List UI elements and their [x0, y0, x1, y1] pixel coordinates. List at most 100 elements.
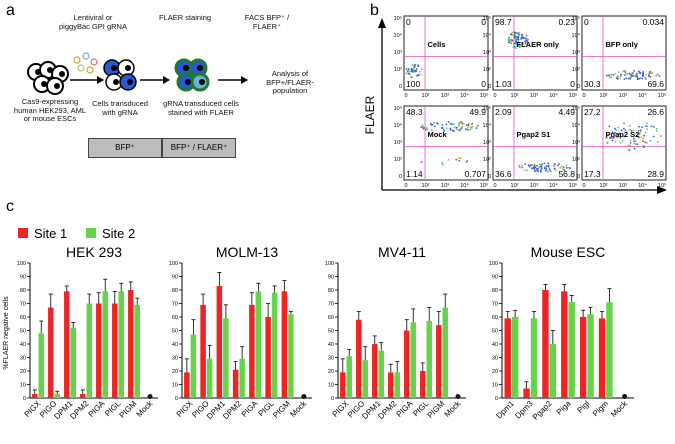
y-tick-label: 40 — [492, 342, 498, 348]
event-dot — [459, 157, 462, 160]
y-tick-label: 0 — [577, 174, 580, 180]
event-dot — [465, 161, 468, 164]
bar-site2 — [206, 358, 213, 398]
bar-site2 — [549, 344, 557, 398]
workflow-diagram — [27, 52, 248, 95]
bar-site2 — [410, 322, 416, 398]
x-tick-label: 0 — [582, 93, 585, 99]
event-dot — [641, 126, 643, 129]
event-dot — [536, 165, 538, 167]
y-tick-label: 0 — [399, 174, 402, 180]
event-dot — [521, 164, 523, 166]
bar-site1 — [281, 291, 288, 398]
event-dot — [649, 76, 652, 78]
event-dot — [624, 72, 627, 74]
event-dot — [453, 130, 455, 133]
event-dot — [629, 76, 632, 79]
quadrant-top-left: 27.2 — [584, 107, 601, 117]
event-dot — [553, 167, 556, 170]
event-dot — [510, 42, 513, 45]
y-tick-label: 80 — [492, 288, 498, 294]
y-tick-label: 10³ — [572, 140, 580, 146]
bar-site2 — [362, 360, 368, 398]
event-dot — [524, 42, 527, 45]
event-dot — [561, 166, 564, 168]
y-tick-label: 80 — [328, 288, 334, 294]
event-dot — [633, 140, 636, 143]
y-tick-label: 0 — [175, 396, 178, 402]
event-dot — [476, 125, 479, 127]
y-tick-label: 40 — [172, 342, 178, 348]
bar-site2 — [54, 393, 60, 398]
bar-site1 — [64, 291, 70, 398]
event-dot — [615, 129, 618, 132]
bar-site1 — [436, 325, 442, 398]
workflow-arrow-1 — [70, 76, 104, 84]
event-dot — [442, 128, 445, 131]
category-label: PIGM — [426, 399, 447, 420]
event-dot — [523, 169, 526, 171]
y-tick-label: 10 — [492, 383, 498, 389]
y-tick-label: 70 — [172, 302, 178, 308]
workflow-arrow-3 — [218, 76, 248, 84]
bar-site1 — [504, 318, 511, 398]
event-dot — [420, 68, 423, 71]
event-dot — [458, 123, 461, 126]
event-dot — [449, 127, 452, 130]
bar-site1 — [80, 393, 86, 398]
event-dot — [441, 126, 444, 129]
y-tick-label: 10⁴ — [394, 32, 403, 39]
event-dot — [447, 121, 450, 123]
event-dot — [655, 75, 657, 77]
flaer-stained-cells-icon — [174, 58, 210, 92]
panel-label-b: b — [370, 2, 379, 19]
event-dot — [520, 37, 523, 39]
event-dot — [527, 38, 530, 41]
event-dot — [608, 74, 610, 77]
bar-site1 — [561, 291, 568, 398]
y-tick-label: 20 — [20, 369, 26, 375]
x-tick-label: 0 — [493, 183, 496, 189]
event-dot — [547, 165, 550, 168]
y-tick-label: 40 — [328, 342, 334, 348]
event-dot — [445, 127, 448, 130]
event-dot — [415, 68, 418, 70]
mock-bar — [301, 394, 307, 399]
event-dot — [510, 38, 513, 41]
bar-site2 — [190, 334, 197, 398]
event-dot — [644, 131, 647, 134]
event-dot — [441, 124, 444, 126]
event-dot — [565, 167, 568, 169]
event-dot — [536, 169, 538, 172]
event-dot — [475, 127, 478, 129]
event-dot — [522, 37, 524, 39]
event-dot — [625, 77, 628, 80]
event-dot — [510, 40, 512, 42]
flow-plot-title: FLAER only — [517, 40, 560, 49]
event-dot — [429, 122, 432, 125]
event-dot — [620, 75, 622, 77]
flow-plot-frame — [403, 105, 489, 181]
event-dot — [644, 76, 647, 79]
event-dot — [634, 140, 637, 143]
flow-plot-frame — [403, 15, 489, 91]
y-tick-label: 10⁵ — [483, 15, 491, 22]
x-tick-label: 10⁵ — [480, 92, 488, 99]
bar-site2 — [288, 314, 294, 398]
event-dot — [629, 129, 631, 131]
event-dot — [517, 35, 520, 38]
bar-site2 — [86, 303, 92, 398]
category-label: PIGA — [87, 399, 107, 419]
event-dot — [639, 71, 642, 74]
bar-site2 — [511, 317, 519, 398]
chart-title: Mouse ESC — [531, 244, 606, 260]
x-tick-label: 0 — [582, 183, 585, 189]
event-dot — [622, 127, 625, 130]
x-tick-label: 10² — [511, 93, 519, 99]
bar-site2 — [587, 314, 594, 398]
event-dot — [516, 32, 518, 34]
y-tick-label: 10² — [572, 67, 580, 73]
event-dot — [648, 75, 650, 77]
